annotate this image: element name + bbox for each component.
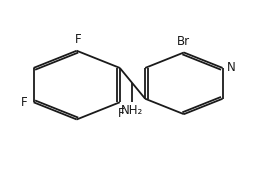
Text: F: F — [75, 33, 81, 46]
Text: NH₂: NH₂ — [121, 105, 144, 117]
Text: N: N — [227, 61, 236, 74]
Text: F: F — [118, 107, 124, 120]
Text: Br: Br — [177, 35, 190, 48]
Text: F: F — [21, 96, 27, 109]
